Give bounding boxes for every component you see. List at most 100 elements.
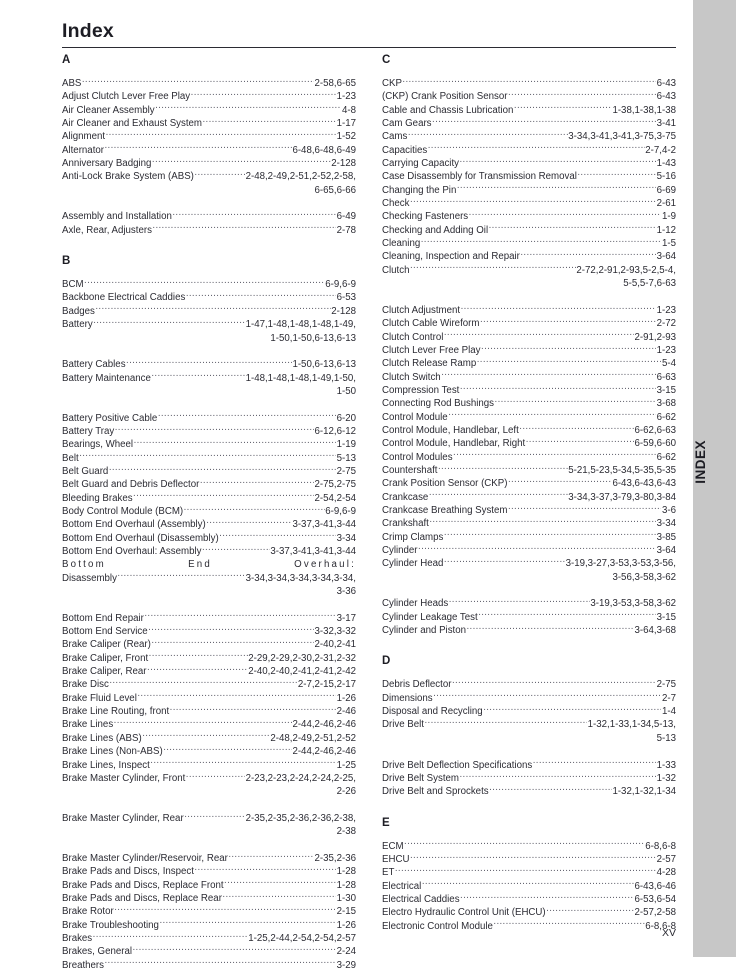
index-entry[interactable]: Air Cleaner Assembly 4-8 [62, 104, 356, 117]
index-entry[interactable]: Countershaft 5-21,5-23,5-34,5-35,5-35 [382, 464, 676, 477]
index-entry[interactable]: Brake Lines (Non-ABS) 2-44,2-46,2-46 [62, 745, 356, 758]
index-entry[interactable]: Brake Pads and Discs, Replace Rear 1-30 [62, 892, 356, 905]
index-entry[interactable]: Belt Guard and Debris Deflector 2-75,2-75 [62, 478, 356, 491]
index-entry[interactable]: Connecting Rod Bushings 3-68 [382, 397, 676, 410]
index-entry[interactable]: Electronic Control Module 6-8,6-8 [382, 920, 676, 933]
index-entry[interactable]: Bottom End Overhaul (Disassembly) 3-34 [62, 532, 356, 545]
index-entry[interactable]: Cable and Chassis Lubrication 1-38,1-38,1… [382, 104, 676, 117]
index-entry[interactable]: Battery Positive Cable 6-20 [62, 412, 356, 425]
index-entry[interactable]: Adjust Clutch Lever Free Play 1-23 [62, 90, 356, 103]
index-entry[interactable]: Bottom End Repair 3-17 [62, 612, 356, 625]
index-entry[interactable]: Cylinder Leakage Test 3-15 [382, 611, 676, 624]
index-entry[interactable]: Brake Line Routing, front 2-46 [62, 705, 356, 718]
index-entry[interactable]: Dimensions 2-7 [382, 692, 676, 705]
index-entry[interactable]: Anti-Lock Brake System (ABS) 2-48,2-49,2-… [62, 170, 356, 183]
index-entry[interactable]: Bleeding Brakes 2-54,2-54 [62, 492, 356, 505]
index-entry[interactable]: Compression Test 3-15 [382, 384, 676, 397]
index-entry[interactable]: ET 4-28 [382, 866, 676, 879]
index-entry[interactable]: EHCU 2-57 [382, 853, 676, 866]
index-entry[interactable]: Brakes, General 2-24 [62, 945, 356, 958]
index-entry[interactable]: Body Control Module (BCM) 6-9,6-9 [62, 505, 356, 518]
index-entry[interactable]: Alignment 1-52 [62, 130, 356, 143]
index-entry[interactable]: Cylinder and Piston 3-64,3-68 [382, 624, 676, 637]
index-entry[interactable]: Brake Caliper (Rear) 2-40,2-41 [62, 638, 356, 651]
index-entry[interactable]: Cylinder Heads 3-19,3-53,3-58,3-62 [382, 597, 676, 610]
index-entry[interactable]: Brake Caliper, Rear 2-40,2-40,2-41,2-41,2… [62, 665, 356, 678]
index-entry[interactable]: Bottom End Overhaul (Assembly) 3-37,3-41,… [62, 518, 356, 531]
index-entry[interactable]: Battery 1-47,1-48,1-48,1-48,1-49, [62, 318, 356, 331]
index-entry[interactable]: Brakes 1-25,2-44,2-54,2-54,2-57 [62, 932, 356, 945]
index-entry[interactable]: Clutch 2-72,2-91,2-93,5-2,5-4, [382, 264, 676, 277]
index-entry[interactable]: Brake Pads and Discs, Inspect 1-28 [62, 865, 356, 878]
index-entry[interactable]: Brake Master Cylinder, Front 2-23,2-23,2-… [62, 772, 356, 785]
index-entry[interactable]: Cylinder 3-64 [382, 544, 676, 557]
index-entry[interactable]: Checking and Adding Oil 1-12 [382, 224, 676, 237]
index-entry[interactable]: Assembly and Installation 6-49 [62, 210, 356, 223]
index-entry[interactable]: Control Modules 6-62 [382, 451, 676, 464]
index-entry[interactable]: Battery Tray 6-12,6-12 [62, 425, 356, 438]
index-entry[interactable]: Crankcase Breathing System 3-6 [382, 504, 676, 517]
index-entry[interactable]: Brake Disc 2-7,2-15,2-17 [62, 678, 356, 691]
index-entry[interactable]: Axle, Rear, Adjusters 2-78 [62, 224, 356, 237]
index-entry[interactable]: Brake Rotor 2-15 [62, 905, 356, 918]
index-entry[interactable]: Badges 2-128 [62, 305, 356, 318]
index-entry[interactable]: Bottom End Overhaul: Assembly 3-37,3-41,3… [62, 545, 356, 558]
index-entry[interactable]: Bottom End Overhaul: [62, 558, 356, 571]
index-entry[interactable]: Belt Guard 2-75 [62, 465, 356, 478]
index-entry[interactable]: Crankcase 3-34,3-37,3-79,3-80,3-84 [382, 491, 676, 504]
index-entry[interactable]: Drive Belt 1-32,1-33,1-34,5-13, [382, 718, 676, 731]
index-entry[interactable]: Carrying Capacity 1-43 [382, 157, 676, 170]
index-entry[interactable]: Brake Master Cylinder/Reservoir, Rear 2-3… [62, 852, 356, 865]
index-entry[interactable]: Control Module, Handlebar, Right 6-59,6-6… [382, 437, 676, 450]
index-entry[interactable]: Clutch Cable Wireform 2-72 [382, 317, 676, 330]
index-entry[interactable]: Clutch Switch 6-63 [382, 371, 676, 384]
index-entry[interactable]: Brake Master Cylinder, Rear 2-35,2-35,2-3… [62, 812, 356, 825]
index-entry[interactable]: Changing the Pin 6-69 [382, 184, 676, 197]
index-entry[interactable]: Clutch Lever Free Play 1-23 [382, 344, 676, 357]
index-entry[interactable]: Breathers 3-29 [62, 959, 356, 972]
index-entry[interactable]: Cleaning, Inspection and Repair 3-64 [382, 250, 676, 263]
index-entry[interactable]: Drive Belt Deflection Specifications 1-33 [382, 759, 676, 772]
index-entry[interactable]: Electro Hydraulic Control Unit (EHCU) 2-5… [382, 906, 676, 919]
index-entry[interactable]: Disassembly 3-34,3-34,3-34,3-34,3-34, [62, 572, 356, 585]
index-entry[interactable]: ECM 6-8,6-8 [382, 840, 676, 853]
index-entry[interactable]: (CKP) Crank Position Sensor 6-43 [382, 90, 676, 103]
index-entry[interactable]: Air Cleaner and Exhaust System 1-17 [62, 117, 356, 130]
index-entry[interactable]: Backbone Electrical Caddies 6-53 [62, 291, 356, 304]
index-entry[interactable]: Control Module, Handlebar, Left 6-62,6-63 [382, 424, 676, 437]
index-entry[interactable]: Cleaning 1-5 [382, 237, 676, 250]
index-entry[interactable]: Alternator 6-48,6-48,6-49 [62, 144, 356, 157]
index-entry[interactable]: Brake Lines (ABS) 2-48,2-49,2-51,2-52 [62, 732, 356, 745]
index-entry[interactable]: Check 2-61 [382, 197, 676, 210]
index-entry[interactable]: Clutch Control 2-91,2-93 [382, 331, 676, 344]
index-entry[interactable]: Bottom End Service 3-32,3-32 [62, 625, 356, 638]
index-entry[interactable]: CKP 6-43 [382, 77, 676, 90]
index-entry[interactable]: Belt 5-13 [62, 452, 356, 465]
index-entry[interactable]: Anniversary Badging 2-128 [62, 157, 356, 170]
index-entry[interactable]: Control Module 6-62 [382, 411, 676, 424]
index-entry[interactable]: Brake Fluid Level 1-26 [62, 692, 356, 705]
index-entry[interactable]: Capacities 2-7,4-2 [382, 144, 676, 157]
index-entry[interactable]: Clutch Release Ramp 5-4 [382, 357, 676, 370]
index-entry[interactable]: Cam Gears 3-41 [382, 117, 676, 130]
index-entry[interactable]: Crankshaft 3-34 [382, 517, 676, 530]
index-entry[interactable]: Debris Deflector 2-75 [382, 678, 676, 691]
index-entry[interactable]: Brake Pads and Discs, Replace Front 1-28 [62, 879, 356, 892]
index-entry[interactable]: Brake Troubleshooting 1-26 [62, 919, 356, 932]
index-entry[interactable]: Electrical 6-43,6-46 [382, 880, 676, 893]
index-entry[interactable]: Brake Lines 2-44,2-46,2-46 [62, 718, 356, 731]
index-entry[interactable]: BCM 6-9,6-9 [62, 278, 356, 291]
index-entry[interactable]: Brake Lines, Inspect 1-25 [62, 759, 356, 772]
index-entry[interactable]: Bearings, Wheel 1-19 [62, 438, 356, 451]
index-entry[interactable]: Disposal and Recycling 1-4 [382, 705, 676, 718]
index-entry[interactable]: ABS 2-58,6-65 [62, 77, 356, 90]
index-entry[interactable]: Clutch Adjustment 1-23 [382, 304, 676, 317]
index-entry[interactable]: Drive Belt System 1-32 [382, 772, 676, 785]
index-entry[interactable]: Brake Caliper, Front 2-29,2-29,2-30,2-31,… [62, 652, 356, 665]
index-entry[interactable]: Checking Fasteners 1-9 [382, 210, 676, 223]
index-entry[interactable]: Case Disassembly for Transmission Remova… [382, 170, 676, 183]
index-entry[interactable]: Cylinder Head 3-19,3-27,3-53,3-53,3-56, [382, 557, 676, 570]
index-entry[interactable]: Drive Belt and Sprockets 1-32,1-32,1-34 [382, 785, 676, 798]
index-entry[interactable]: Battery Cables 1-50,6-13,6-13 [62, 358, 356, 371]
index-entry[interactable]: Battery Maintenance 1-48,1-48,1-48,1-49,1… [62, 372, 356, 385]
